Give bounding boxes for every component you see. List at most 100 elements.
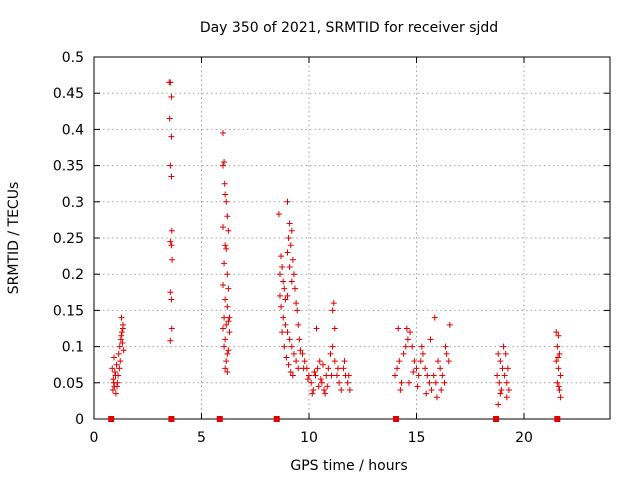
data-point <box>312 372 319 379</box>
x-tick-label: 5 <box>197 430 206 446</box>
y-tick-label: 0.3 <box>62 195 84 211</box>
baseline-mark <box>168 416 175 422</box>
data-point <box>495 401 502 408</box>
y-tick-label: 0.25 <box>53 231 84 247</box>
x-tick-label: 15 <box>408 430 426 446</box>
data-point <box>288 278 295 285</box>
data-point <box>424 372 431 379</box>
data-point <box>168 93 175 100</box>
data-point <box>300 365 307 372</box>
data-point <box>403 325 410 332</box>
data-point <box>278 253 285 260</box>
data-point <box>226 329 233 336</box>
data-point <box>556 350 563 357</box>
data-point <box>423 390 430 397</box>
data-point <box>167 289 174 296</box>
data-point <box>394 365 401 372</box>
data-point <box>392 372 398 379</box>
data-point <box>410 368 417 375</box>
data-point <box>222 365 229 372</box>
grid-layer <box>94 57 610 419</box>
data-point <box>290 271 297 278</box>
data-point <box>557 394 564 401</box>
data-point <box>415 372 422 379</box>
data-point <box>500 343 507 350</box>
data-point <box>222 296 229 303</box>
data-point <box>304 376 311 383</box>
data-point <box>554 343 561 350</box>
data-point <box>225 318 232 325</box>
data-point <box>168 173 175 180</box>
data-point <box>167 162 174 169</box>
data-point <box>435 358 441 365</box>
data-point <box>113 361 120 368</box>
data-point <box>295 365 302 372</box>
data-point <box>119 339 126 346</box>
data-point <box>278 303 285 310</box>
y-tick-label: 0.15 <box>53 303 84 319</box>
data-point <box>443 350 450 357</box>
data-point <box>498 387 505 394</box>
data-point <box>286 263 293 270</box>
data-point <box>555 332 562 339</box>
data-point <box>317 376 324 383</box>
data-point <box>290 350 297 357</box>
y-tick-label: 0.4 <box>62 122 84 138</box>
data-point <box>325 365 332 372</box>
data-point <box>220 162 226 169</box>
data-point <box>411 358 418 365</box>
data-point <box>110 379 117 386</box>
data-point <box>109 387 116 394</box>
data-point <box>293 300 300 307</box>
data-point <box>280 278 287 285</box>
data-point <box>289 372 296 379</box>
data-point <box>223 245 230 252</box>
data-point <box>344 379 351 386</box>
data-point <box>224 350 231 357</box>
data-point <box>120 347 127 354</box>
data-point <box>400 350 407 357</box>
data-point <box>311 368 318 375</box>
data-point <box>281 343 288 350</box>
data-point <box>330 300 337 307</box>
data-point <box>301 358 308 365</box>
data-point <box>222 336 229 343</box>
data-point <box>225 285 232 292</box>
data-point <box>502 350 509 357</box>
data-point <box>220 325 226 332</box>
data-point <box>426 379 433 386</box>
data-point <box>432 379 439 386</box>
y-tick-label: 0.05 <box>53 376 84 392</box>
data-point <box>282 321 289 328</box>
data-point <box>167 79 174 86</box>
data-point <box>499 365 506 372</box>
data-point <box>284 198 291 205</box>
data-point <box>114 383 121 390</box>
data-point <box>495 350 502 357</box>
data-point <box>503 379 510 386</box>
data-point <box>222 242 229 249</box>
data-point <box>276 271 283 278</box>
data-point <box>221 260 228 267</box>
data-point <box>322 390 329 397</box>
baseline-mark <box>393 416 400 422</box>
y-tick-label: 0.2 <box>62 267 84 283</box>
data-point <box>414 383 421 390</box>
data-point <box>288 227 295 234</box>
data-point <box>118 314 125 321</box>
data-point <box>296 336 303 343</box>
data-point <box>224 213 231 220</box>
y-tick-label: 0 <box>75 412 84 428</box>
data-point <box>556 387 563 394</box>
data-point <box>299 350 306 357</box>
data-point <box>503 394 510 401</box>
tick-layer: 0 0.05 0.1 0.15 0.2 0.25 0.3 0.35 0.4 0.45 0.5 0 5 10… <box>53 50 610 446</box>
data-point <box>341 358 348 365</box>
data-point <box>166 115 173 122</box>
data-point <box>168 325 175 332</box>
data-point <box>397 387 404 394</box>
data-point <box>497 358 504 365</box>
data-point <box>109 365 116 372</box>
y-tick-label: 0.5 <box>62 50 84 66</box>
data-point <box>331 358 338 365</box>
